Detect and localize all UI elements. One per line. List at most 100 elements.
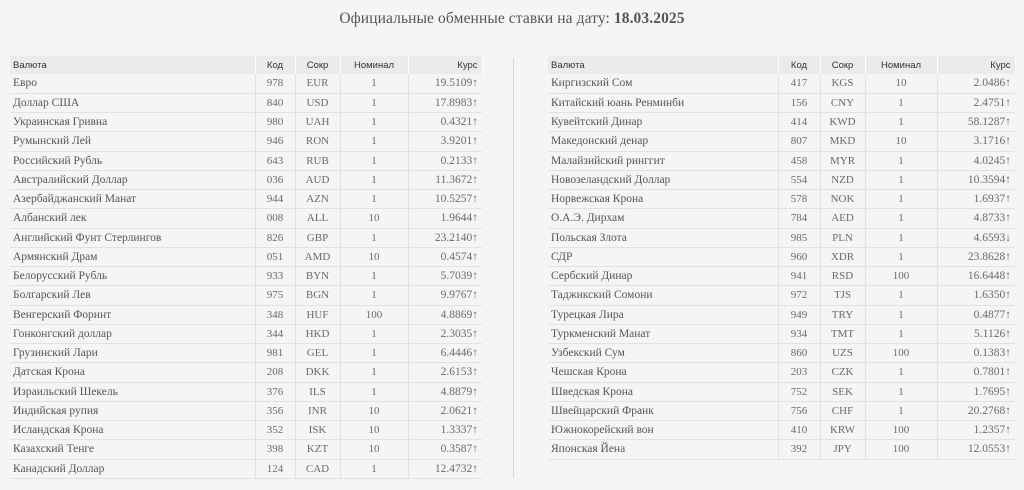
currency-nominal-cell: 10 bbox=[865, 74, 938, 94]
currency-abbr-cell: SEK bbox=[820, 382, 866, 402]
currency-abbr-cell: CHF bbox=[820, 401, 866, 422]
currency-abbr-cell: RSD bbox=[820, 266, 866, 287]
currency-abbr-cell: KZT bbox=[295, 439, 341, 460]
currency-nominal-cell: 1 bbox=[340, 189, 409, 210]
currency-name-cell: Израильский Шекель bbox=[10, 382, 256, 402]
currency-rate-cell: 1.3337↑ bbox=[408, 420, 482, 441]
table-row: Грузинский Лари 981 GEL 1 6.4446↑ bbox=[10, 343, 482, 364]
table-row: Белорусский Рубль 933 BYN 1 5.7039↑ bbox=[10, 266, 482, 287]
currency-abbr-cell: NOK bbox=[820, 189, 866, 210]
table-row: Исландская Крона 352 ISK 10 1.3337↑ bbox=[10, 420, 482, 441]
currency-abbr-cell: KRW bbox=[820, 420, 866, 441]
rate-value: 9.9767 bbox=[440, 289, 473, 302]
currency-rate-cell: 6.4446↑ bbox=[408, 343, 482, 364]
rate-value: 2.6153 bbox=[440, 366, 473, 379]
currency-name-cell: Грузинский Лари bbox=[10, 343, 256, 364]
arrow-up-icon: ↑ bbox=[1005, 308, 1011, 321]
currency-code-cell: 376 bbox=[255, 382, 296, 402]
currency-name-cell: Индийская рупия bbox=[10, 401, 256, 422]
table-row: Австралийский Доллар 036 AUD 1 11.3672↑ bbox=[10, 170, 482, 191]
arrow-up-icon: ↑ bbox=[1005, 385, 1011, 398]
rate-value: 0.1383 bbox=[973, 347, 1006, 360]
currency-nominal-cell: 1 bbox=[340, 151, 409, 171]
currency-abbr-cell: ALL bbox=[295, 208, 341, 229]
rate-value: 12.0553 bbox=[967, 443, 1006, 456]
currency-abbr-cell: AED bbox=[820, 208, 866, 229]
table-row: Китайский юань Ренминби 156 CNY 1 2.4751↑ bbox=[548, 93, 1015, 114]
currency-code-cell: 978 bbox=[255, 74, 296, 94]
currency-code-cell: 949 bbox=[778, 305, 821, 325]
table-row: Доллар США 840 USD 1 17.8983↑ bbox=[10, 93, 482, 114]
currency-name-cell: Английский Фунт Стерлингов bbox=[10, 228, 256, 248]
arrow-up-icon: ↑ bbox=[472, 404, 478, 417]
currency-abbr-cell: KWD bbox=[820, 112, 866, 133]
currency-nominal-cell: 1 bbox=[865, 208, 938, 229]
currency-rate-cell: 3.1716↑ bbox=[937, 131, 1015, 152]
arrow-up-icon: ↑ bbox=[472, 116, 478, 129]
currency-code-cell: 156 bbox=[778, 93, 821, 114]
currency-nominal-cell: 1 bbox=[865, 189, 938, 210]
currency-nominal-cell: 100 bbox=[865, 439, 938, 460]
table-row: Новозеландский Доллар 554 NZD 1 10.3594↑ bbox=[548, 170, 1015, 191]
currency-name-cell: Белорусский Рубль bbox=[10, 266, 256, 287]
currency-code-cell: 933 bbox=[255, 266, 296, 287]
rate-value: 5.7039 bbox=[440, 270, 473, 283]
currency-nominal-cell: 10 bbox=[340, 208, 409, 229]
table-row: Азербайджанский Манат 944 AZN 1 10.5257↑ bbox=[10, 189, 482, 210]
currency-nominal-cell: 1 bbox=[340, 382, 409, 402]
currency-nominal-cell: 1 bbox=[340, 324, 409, 345]
rate-value: 0.4321 bbox=[440, 116, 473, 129]
table-row: Английский Фунт Стерлингов 826 GBP 1 23.2140… bbox=[10, 228, 482, 248]
currency-nominal-cell: 10 bbox=[340, 401, 409, 422]
rate-value: 0.4877 bbox=[973, 308, 1006, 321]
arrow-up-icon: ↑ bbox=[472, 135, 478, 148]
currency-abbr-cell: CAD bbox=[295, 459, 341, 479]
arrow-up-icon: ↑ bbox=[1005, 135, 1011, 148]
arrow-up-icon: ↑ bbox=[1005, 366, 1011, 379]
currency-name-cell: Польская Злота bbox=[548, 228, 779, 248]
currency-rate-cell: 3.9201↑ bbox=[408, 131, 482, 152]
currency-nominal-cell: 1 bbox=[865, 228, 938, 248]
table-row: Малайзийский ринггит 458 MYR 1 4.0245↑ bbox=[548, 151, 1015, 171]
rate-value: 4.8869 bbox=[440, 308, 473, 321]
currency-code-cell: 352 bbox=[255, 420, 296, 441]
table-row: Индийская рупия 356 INR 10 2.0621↑ bbox=[10, 401, 482, 422]
table-row: Узбекский Сум 860 UZS 100 0.1383↑ bbox=[548, 343, 1015, 364]
currency-name-cell: Швейцарский Франк bbox=[548, 401, 779, 422]
currency-abbr-cell: KGS bbox=[820, 74, 866, 94]
currency-nominal-cell: 10 bbox=[865, 131, 938, 152]
currency-name-cell: Шведская Крона bbox=[548, 382, 779, 402]
currency-name-cell: Исландская Крона bbox=[10, 420, 256, 441]
currency-name-cell: Евро bbox=[10, 74, 256, 94]
table-row: Болгарский Лев 975 BGN 1 9.9767↑ bbox=[10, 285, 482, 306]
table-row: Швейцарский Франк 756 CHF 1 20.2768↑ bbox=[548, 401, 1015, 422]
currency-code-cell: 036 bbox=[255, 170, 296, 191]
currency-rate-cell: 0.2133↑ bbox=[408, 151, 482, 171]
arrow-up-icon: ↑ bbox=[1005, 404, 1011, 417]
currency-code-cell: 398 bbox=[255, 439, 296, 460]
rate-value: 17.8983 bbox=[434, 96, 473, 109]
currency-abbr-cell: ILS bbox=[295, 382, 341, 402]
currency-rate-cell: 12.4732↑ bbox=[408, 459, 482, 479]
currency-code-cell: 554 bbox=[778, 170, 821, 191]
column-divider bbox=[513, 58, 514, 478]
table-row: Украинская Гривна 980 UAH 1 0.4321↑ bbox=[10, 112, 482, 133]
currency-rate-cell: 1.6350↑ bbox=[937, 285, 1015, 306]
rate-value: 5.1126 bbox=[974, 327, 1006, 340]
rate-value: 1.3337 bbox=[440, 424, 473, 437]
arrow-up-icon: ↑ bbox=[1005, 289, 1011, 302]
currency-abbr-cell: RUB bbox=[295, 151, 341, 171]
rate-value: 23.8628 bbox=[967, 250, 1006, 263]
currency-abbr-cell: TMT bbox=[820, 324, 866, 345]
currency-code-cell: 972 bbox=[778, 285, 821, 306]
currency-name-cell: Македонский денар bbox=[548, 131, 779, 152]
currency-rate-cell: 9.9767↑ bbox=[408, 285, 482, 306]
currency-code-cell: 860 bbox=[778, 343, 821, 364]
arrow-up-icon: ↑ bbox=[472, 443, 478, 456]
table-row: О.А.Э. Дирхам 784 AED 1 4.8733↑ bbox=[548, 208, 1015, 229]
currency-rate-cell: 58.1287↑ bbox=[937, 112, 1015, 133]
currency-abbr-cell: GBP bbox=[295, 228, 341, 248]
currency-code-cell: 807 bbox=[778, 131, 821, 152]
arrow-up-icon: ↑ bbox=[1005, 443, 1011, 456]
currency-rate-cell: 2.0486↑ bbox=[937, 74, 1015, 94]
